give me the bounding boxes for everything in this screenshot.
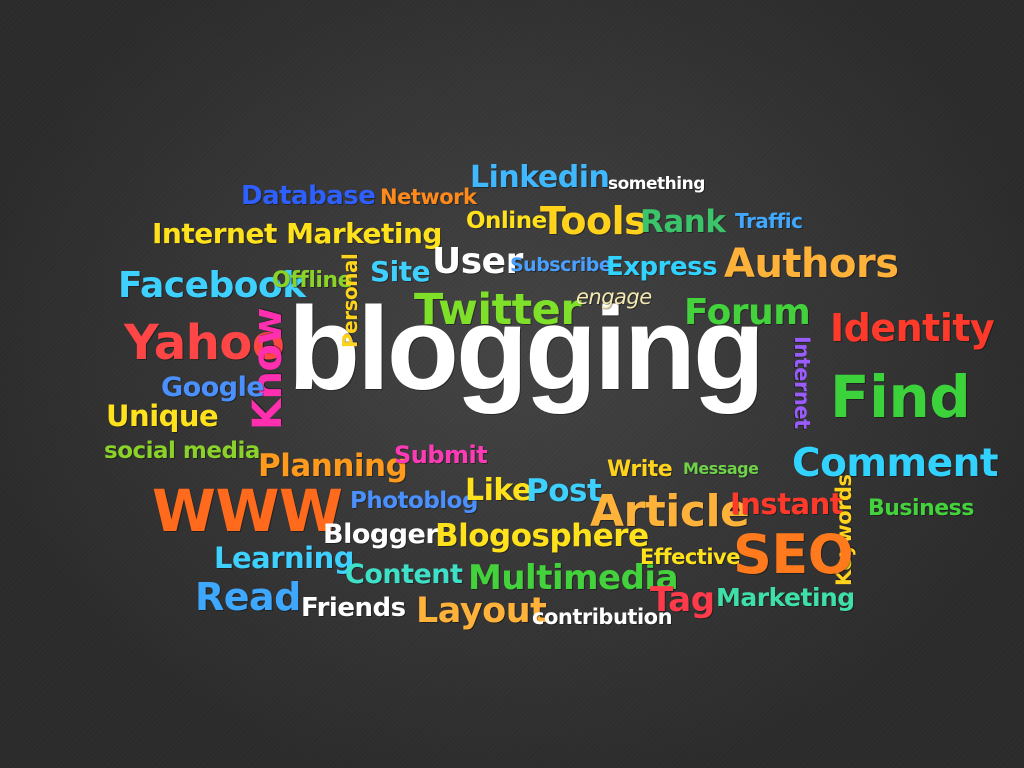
word-know: Know (245, 308, 291, 430)
word-google: Google (161, 372, 265, 403)
word-article: Article (590, 486, 750, 537)
word-something: something (608, 174, 705, 194)
word-marketing: Marketing (716, 583, 855, 612)
word-yahoo: Yahoo (124, 315, 285, 371)
word-business: Business (868, 496, 974, 521)
word-linkedin: Linkedin (470, 160, 610, 195)
word-tag: Tag (650, 580, 715, 620)
word-find: Find (830, 363, 971, 431)
word-instant: Instant (730, 487, 844, 521)
word-message: Message (683, 459, 759, 478)
word-layout: Layout (416, 591, 547, 631)
word-contribution: contribution (532, 605, 673, 629)
word-photoblog: Photoblog (350, 488, 478, 514)
word-social-media: social media (104, 438, 260, 464)
word-friends: Friends (301, 593, 406, 623)
word-database: Database (241, 181, 376, 211)
word-forum: Forum (684, 292, 811, 333)
word-traffic: Traffic (735, 209, 803, 233)
word-planning: Planning (258, 448, 408, 484)
word-like: Like (465, 473, 532, 508)
word-www: WWW (152, 477, 343, 545)
word-post: Post (526, 473, 602, 509)
word-twitter: Twitter (414, 285, 582, 335)
word-blogger: Blogger (323, 519, 439, 550)
word-learning: Learning (214, 541, 355, 575)
word-online: Online (466, 208, 547, 234)
word-rank: Rank (640, 204, 726, 240)
word-identity: Identity (830, 306, 995, 350)
word-seo: SEO (733, 523, 854, 586)
word-write: Write (607, 457, 673, 482)
word-unique: Unique (106, 399, 219, 433)
word-user: User (432, 241, 523, 282)
word-effective: Effective (640, 545, 740, 569)
word-site: Site (370, 255, 431, 288)
word-internet-marketing: Internet Marketing (152, 217, 442, 250)
word-engage: engage (576, 285, 652, 309)
word-authors: Authors (724, 241, 899, 287)
word-subscribe: Subscribe (510, 254, 612, 276)
word-network: Network (380, 185, 477, 209)
word-blogging: blogging (288, 283, 765, 415)
word-content: Content (345, 559, 463, 590)
word-submit: Submit (394, 441, 488, 469)
word-personal: Personal (338, 253, 362, 348)
word-internet: Internet (790, 336, 814, 429)
word-facebook: Facebook (118, 265, 306, 306)
word-multimedia: Multimedia (468, 558, 679, 598)
word-express: Express (606, 252, 718, 282)
word-blogosphere: Blogosphere (435, 518, 649, 554)
word-tools: Tools (540, 199, 647, 243)
word-read: Read (195, 575, 301, 619)
word-comment: Comment (792, 441, 999, 486)
word-offline: Offline (272, 268, 353, 293)
